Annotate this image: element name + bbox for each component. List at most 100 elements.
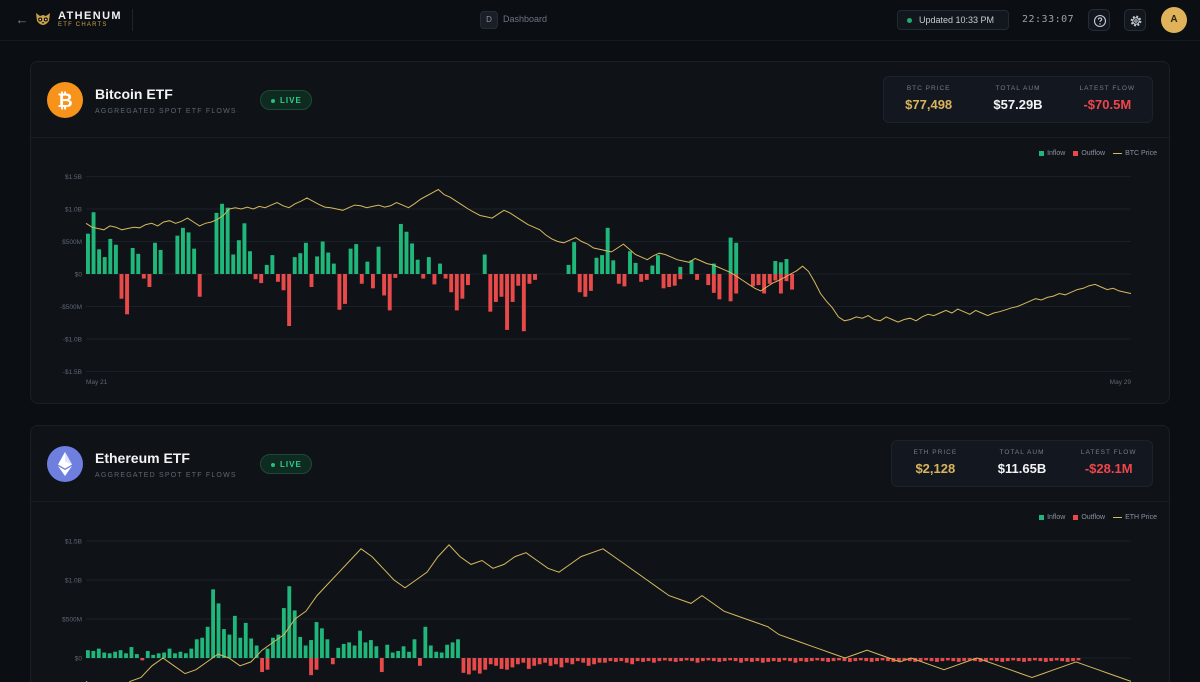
inflow-bar[interactable] [264,264,269,274]
outflow-bar[interactable] [771,658,776,662]
outflow-bar[interactable] [393,274,398,278]
outflow-bar[interactable] [967,658,972,661]
outflow-bar[interactable] [1076,658,1081,661]
outflow-bar[interactable] [1000,658,1005,662]
inflow-bar[interactable] [734,242,739,274]
inflow-bar[interactable] [186,232,191,274]
outflow-bar[interactable] [1060,658,1065,662]
inflow-bar[interactable] [91,650,96,658]
inflow-bar[interactable] [254,645,259,658]
inflow-bar[interactable] [628,251,632,274]
outflow-bar[interactable] [521,658,526,663]
inflow-bar[interactable] [281,608,286,658]
outflow-bar[interactable] [516,274,521,286]
outflow-bar[interactable] [259,274,264,284]
outflow-bar[interactable] [734,274,739,294]
inflow-bar[interactable] [423,626,428,658]
inflow-bar[interactable] [650,265,655,274]
outflow-bar[interactable] [526,658,531,669]
outflow-bar[interactable] [672,274,677,286]
outflow-bar[interactable] [809,658,814,662]
outflow-bar[interactable] [603,658,607,663]
outflow-bar[interactable] [804,658,809,662]
inflow-bar[interactable] [265,648,270,658]
outflow-bar[interactable] [875,658,880,662]
outflow-bar[interactable] [276,274,280,282]
outflow-bar[interactable] [778,274,783,294]
outflow-bar[interactable] [826,658,831,662]
inflow-bar[interactable] [236,240,241,274]
outflow-bar[interactable] [597,658,602,663]
outflow-bar[interactable] [646,658,651,662]
inflow-bar[interactable] [404,231,409,274]
inflow-bar[interactable] [711,263,716,274]
outflow-bar[interactable] [695,274,700,280]
inflow-bar[interactable] [320,241,325,275]
outflow-bar[interactable] [581,658,586,663]
outflow-bar[interactable] [510,274,515,302]
inflow-bar[interactable] [374,646,379,658]
inflow-bar[interactable] [352,645,357,658]
outflow-bar[interactable] [592,658,596,665]
outflow-bar[interactable] [125,274,130,315]
outflow-bar[interactable] [1005,658,1010,662]
outflow-bar[interactable] [784,274,789,282]
inflow-bar[interactable] [398,223,403,274]
outflow-bar[interactable] [1033,658,1037,661]
outflow-bar[interactable] [756,274,761,286]
avatar[interactable]: A [1161,7,1187,33]
inflow-bar[interactable] [287,586,292,658]
outflow-bar[interactable] [515,658,520,665]
outflow-bar[interactable] [418,658,422,666]
inflow-bar[interactable] [108,238,113,274]
outflow-bar[interactable] [858,658,863,661]
inflow-bar[interactable] [134,654,139,658]
outflow-bar[interactable] [864,658,869,662]
inflow-bar[interactable] [410,243,415,274]
outflow-bar[interactable] [586,658,591,666]
outflow-bar[interactable] [343,274,347,304]
outflow-bar[interactable] [493,274,498,302]
inflow-bar[interactable] [439,652,444,658]
outflow-bar[interactable] [652,658,656,663]
inflow-bar[interactable] [136,253,141,274]
settings-button[interactable] [1124,9,1146,31]
inflow-bar[interactable] [689,260,694,274]
outflow-bar[interactable] [762,274,767,294]
outflow-bar[interactable] [896,658,901,662]
inflow-bar[interactable] [369,640,373,658]
inflow-bar[interactable] [778,262,783,274]
outflow-bar[interactable] [527,274,532,284]
inflow-bar[interactable] [396,650,401,658]
inflow-bar[interactable] [102,257,107,274]
outflow-bar[interactable] [695,658,700,663]
bitcoin-flow-chart[interactable]: $1.5B $1.0B $500M $0 -$500M -$1.0B -$1.5B May 2… [31,62,1170,404]
inflow-bar[interactable] [426,257,431,274]
outflow-bar[interactable] [253,274,258,280]
inflow-bar[interactable] [298,253,303,274]
outflow-bar[interactable] [554,658,558,665]
outflow-bar[interactable] [639,274,644,282]
inflow-bar[interactable] [314,622,319,658]
inflow-bar[interactable] [376,246,381,274]
legend-price[interactable]: ETH Price [1113,514,1157,521]
inflow-bar[interactable] [445,644,450,658]
inflow-bar[interactable] [678,266,683,274]
inflow-bar[interactable] [96,648,101,658]
outflow-bar[interactable] [739,658,743,663]
inflow-bar[interactable] [181,227,185,274]
inflow-bar[interactable] [428,645,433,658]
inflow-bar[interactable] [326,252,331,274]
outflow-bar[interactable] [902,658,907,661]
inflow-bar[interactable] [211,589,215,658]
outflow-bar[interactable] [533,274,537,280]
outflow-bar[interactable] [755,658,760,662]
outflow-bar[interactable] [701,658,705,662]
outflow-bar[interactable] [564,658,569,663]
outflow-bar[interactable] [432,274,437,285]
outflow-bar[interactable] [1043,658,1048,662]
outflow-bar[interactable] [711,658,716,662]
inflow-bar[interactable] [434,651,439,658]
outflow-bar[interactable] [728,658,733,661]
outflow-bar[interactable] [907,658,912,662]
